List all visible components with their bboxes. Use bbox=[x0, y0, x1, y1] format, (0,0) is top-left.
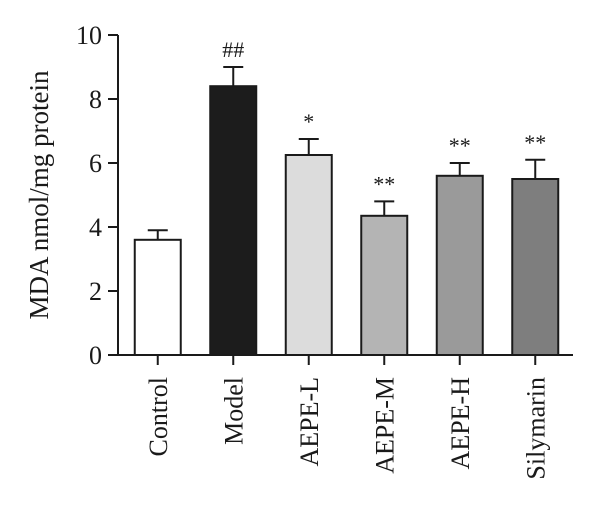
y-tick-label: 6 bbox=[89, 149, 102, 178]
y-axis-title: MDA nmol/mg protein bbox=[24, 70, 54, 319]
bar bbox=[133, 238, 182, 356]
significance-label: ## bbox=[222, 37, 244, 62]
bar bbox=[360, 214, 409, 356]
x-tick-label: AEPE-H bbox=[446, 377, 475, 470]
x-tick-label: AEPE-L bbox=[295, 377, 324, 467]
bar bbox=[284, 154, 333, 356]
y-tick-label: 10 bbox=[76, 21, 102, 50]
x-tick-label: AEPE-M bbox=[370, 377, 399, 474]
y-tick-label: 8 bbox=[89, 85, 102, 114]
bar bbox=[435, 174, 484, 356]
y-tick-label: 0 bbox=[89, 341, 102, 370]
y-axis: 0 2 4 6 8 10 bbox=[76, 21, 119, 370]
y-tick-label: 4 bbox=[89, 213, 102, 242]
y-tick-label: 2 bbox=[89, 277, 102, 306]
significance-label: * bbox=[303, 109, 314, 134]
x-tick-label: Silymarin bbox=[521, 377, 550, 480]
bar bbox=[209, 85, 258, 356]
bar bbox=[511, 178, 560, 356]
significance-label: ** bbox=[449, 133, 471, 158]
bar-series: ##***** ** bbox=[133, 37, 560, 356]
significance-label: ** bbox=[373, 171, 395, 196]
significance-label: ** bbox=[524, 130, 546, 155]
x-tick-label: Model bbox=[219, 377, 248, 445]
x-tick-label: Control bbox=[144, 377, 173, 456]
x-axis: Control Model AEPE-L AEPE-M AEPE-H Silymarin bbox=[118, 354, 573, 480]
